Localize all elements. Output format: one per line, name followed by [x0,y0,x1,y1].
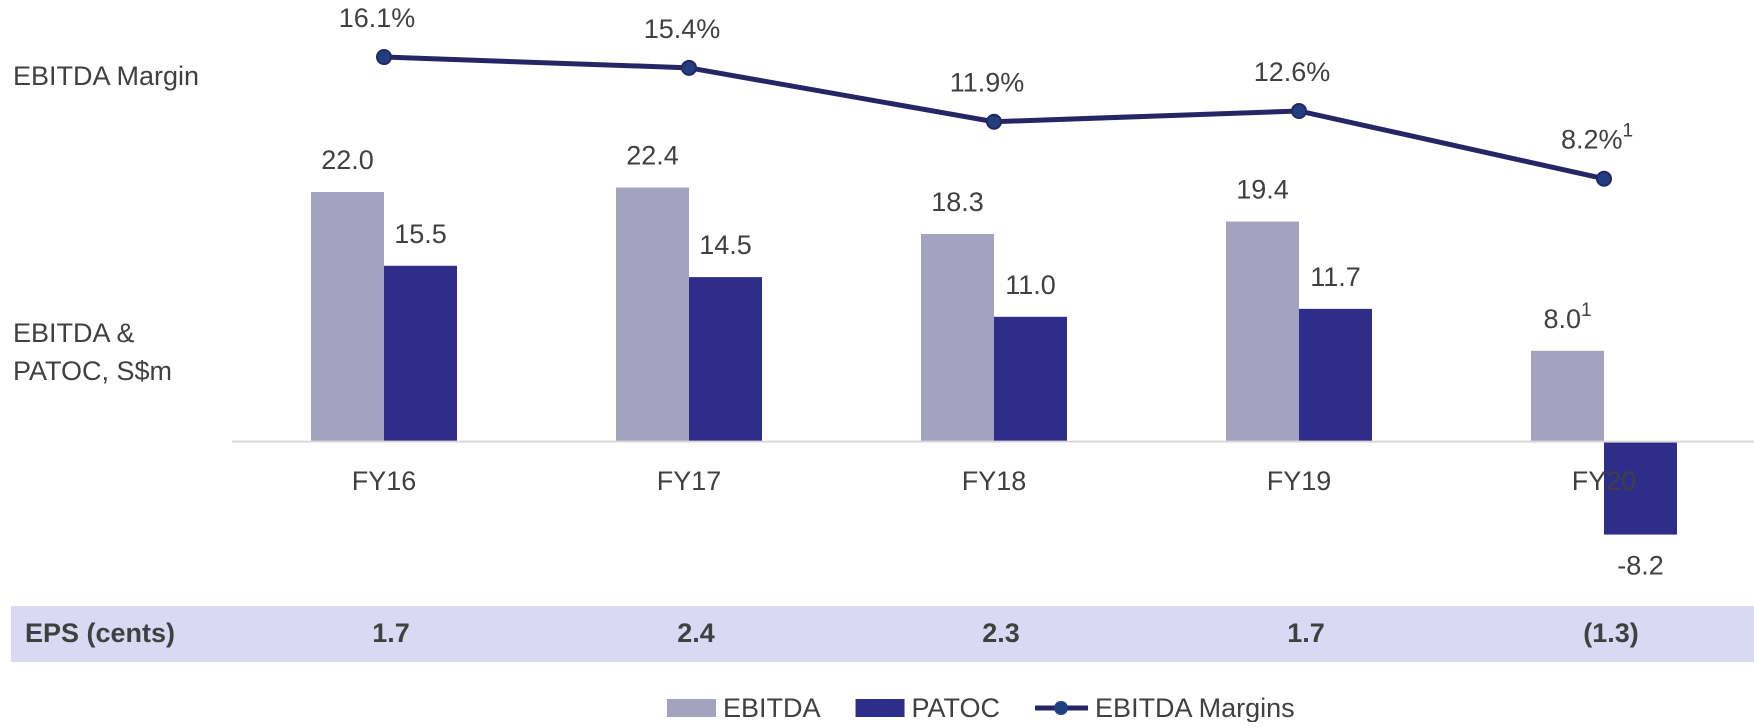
value-label-text: 15.4% [644,14,721,44]
marker [1291,102,1307,119]
eps-value: 2.4 [677,618,715,648]
value-label: 14.5 [699,230,752,260]
y-axis-label: EBITDA & PATOC, S$m [13,318,173,386]
value-label: 15.5 [394,219,447,249]
x-tick-label: FY20 [1572,466,1637,496]
eps-label: EPS (cents) [25,618,175,648]
value-label-text: -8.2 [1617,551,1664,581]
value-label-text: 15.5 [394,219,447,249]
value-label: 15.4% [644,14,721,44]
bar [1531,350,1604,442]
value-label-text: 18.3 [931,187,984,217]
value-label: 12.6% [1254,57,1331,87]
value-label: 22.0 [321,145,374,175]
value-label-text: 11.0 [1005,270,1056,300]
bar [994,316,1067,442]
eps-value: 1.7 [1287,618,1325,648]
marker [376,49,392,66]
eps-value: 2.3 [982,618,1020,648]
value-label: -8.2 [1617,551,1664,581]
x-tick-label: FY16 [352,466,417,496]
value-label: 22.4 [626,141,679,171]
eps-value: (1.3) [1583,618,1639,648]
eps-value: 1.7 [372,618,410,648]
bar [1299,308,1372,442]
value-label-text: 8.0 [1543,304,1581,334]
value-label-text: 22.4 [626,141,679,171]
footnote-mark: 1 [1622,120,1633,141]
value-label-text: 19.4 [1236,175,1289,205]
bar [1226,221,1299,442]
value-label-text: 11.7 [1310,262,1361,292]
value-label-text: 8.2% [1561,125,1623,155]
legend-swatch [855,699,905,717]
x-tick-label: FY17 [657,466,722,496]
legend-marker [1054,701,1069,715]
value-label-text: 16.1% [339,3,416,33]
marker [1596,170,1612,187]
bar [689,277,762,442]
legend-label: PATOC [912,693,1001,722]
marker [986,113,1002,130]
value-label-text: 12.6% [1254,57,1331,87]
value-label-text: 22.0 [321,145,374,175]
value-label: 19.4 [1236,175,1289,205]
legend-label: EBITDA [723,693,821,722]
bar [311,192,384,442]
marker [681,59,697,76]
legend-label: EBITDA Margins [1095,693,1295,722]
value-label-text: 11.9% [950,68,1025,98]
value-label: 11.9% [950,68,1025,98]
value-label: 16.1% [339,3,416,33]
value-label-text: 14.5 [699,230,752,260]
value-label: 11.7 [1310,262,1361,292]
eps-band [11,606,1754,662]
footnote-mark: 1 [1581,299,1592,320]
y2-axis-label: EBITDA Margin [13,61,200,91]
bar [921,233,994,442]
bar [616,187,689,442]
value-label: 8.2%1 [1561,120,1633,155]
bar [1604,441,1677,535]
value-label: 8.01 [1543,299,1591,334]
x-tick-label: FY18 [962,466,1027,496]
x-tick-label: FY19 [1267,466,1332,496]
bar [384,265,457,442]
value-label: 18.3 [931,187,984,217]
legend-swatch [667,699,716,717]
value-label: 11.0 [1005,270,1056,300]
